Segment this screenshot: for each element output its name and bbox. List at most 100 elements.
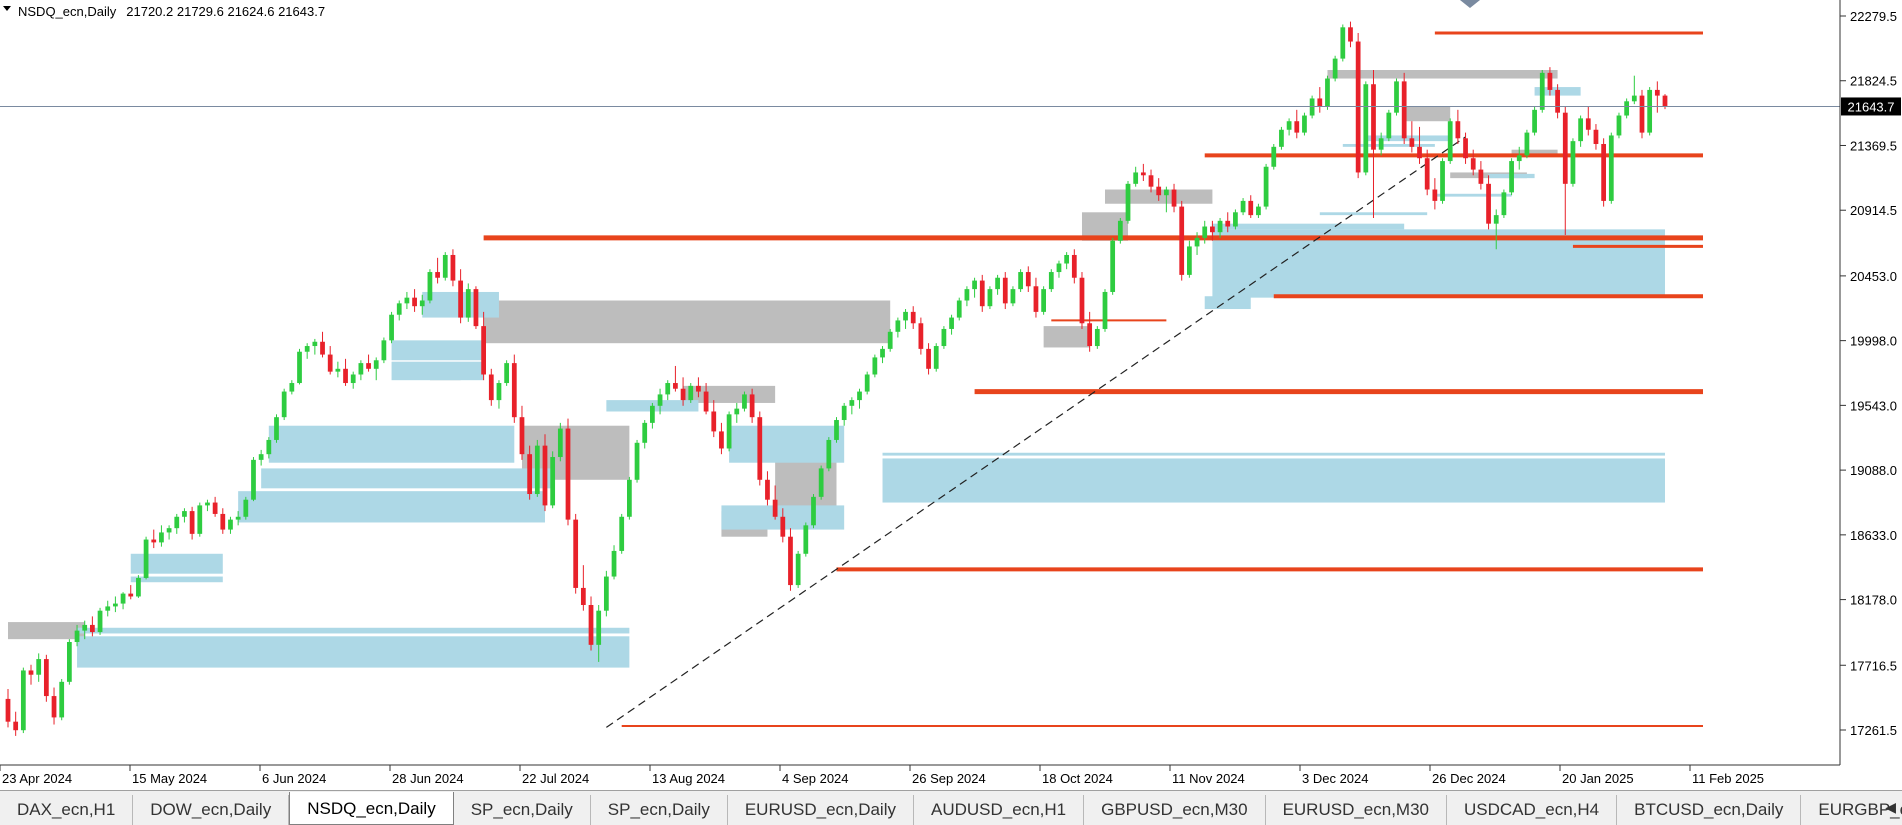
price-axis: 22279.5 21824.5 21369.5 20914.5 20453.0 19998… bbox=[1840, 9, 1897, 738]
candle-body bbox=[619, 516, 625, 551]
tab-label: SP_ecn,Daily bbox=[470, 800, 573, 819]
tab-eurusd-m30[interactable]: EURUSD_ecn,M30 bbox=[1266, 795, 1448, 825]
candle bbox=[1524, 129, 1530, 159]
candle-body bbox=[113, 603, 118, 607]
candle-body bbox=[673, 383, 678, 389]
candle bbox=[159, 525, 164, 547]
candle-body bbox=[1440, 161, 1445, 201]
tab-sp-daily-2[interactable]: SP_ecn,Daily bbox=[591, 795, 728, 825]
candle-body bbox=[320, 341, 325, 355]
tab-label: DAX_ecn,H1 bbox=[17, 800, 116, 819]
candle-body bbox=[20, 670, 26, 731]
candle-body bbox=[880, 348, 885, 358]
tab-sp-daily[interactable]: SP_ecn,Daily bbox=[454, 795, 591, 825]
candle bbox=[1386, 109, 1392, 142]
candle bbox=[488, 368, 494, 406]
candle-body bbox=[1133, 172, 1139, 184]
candle bbox=[703, 383, 709, 415]
demand-zone bbox=[1434, 193, 1512, 197]
candle-body bbox=[1140, 172, 1146, 176]
candle bbox=[757, 411, 763, 486]
symbol-menu-triangle-icon[interactable] bbox=[3, 6, 11, 11]
candle-body bbox=[1378, 138, 1384, 150]
candle bbox=[626, 476, 632, 520]
candle-body bbox=[933, 346, 939, 369]
candle-body bbox=[788, 536, 793, 586]
tab-gbpusd[interactable]: GBPUSD_ecn,M30 bbox=[1084, 795, 1266, 825]
candle bbox=[1501, 189, 1507, 218]
tab-label: AUDUSD_ecn,H1 bbox=[931, 800, 1067, 819]
price-chart[interactable]: 22279.5 21824.5 21369.5 20914.5 20453.0 19998… bbox=[0, 0, 1902, 790]
tab-scroll-left-icon[interactable]: ◀ bbox=[1885, 799, 1896, 815]
tab-dow[interactable]: DOW_ecn,Daily bbox=[133, 795, 290, 825]
time-tick-label: 18 Oct 2024 bbox=[1042, 771, 1113, 786]
candle bbox=[511, 354, 517, 423]
candle-body bbox=[834, 420, 839, 440]
candle-body bbox=[1401, 81, 1407, 139]
ohlc-text: 21720.2 21729.6 21624.6 21643.7 bbox=[126, 4, 325, 19]
tab-usdcad[interactable]: USDCAD_ecn,H4 bbox=[1447, 795, 1618, 825]
candle bbox=[235, 511, 241, 526]
candle bbox=[1371, 69, 1376, 218]
candle-body bbox=[304, 346, 310, 352]
candle-body bbox=[557, 428, 563, 458]
candle-body bbox=[826, 439, 832, 469]
demand-zone bbox=[130, 576, 223, 583]
candle bbox=[765, 471, 770, 506]
candle-body bbox=[696, 385, 701, 392]
candle-body bbox=[1386, 112, 1392, 139]
candle-body bbox=[189, 511, 195, 534]
candle bbox=[1064, 252, 1070, 270]
tab-label: USDCAD_ecn,H4 bbox=[1464, 800, 1600, 819]
current-price-marker: 21643.7 bbox=[1841, 97, 1901, 116]
price-tick-label: 18178.0 bbox=[1850, 593, 1897, 608]
candle bbox=[1302, 112, 1307, 136]
candle bbox=[1271, 143, 1277, 170]
candle-body bbox=[496, 383, 502, 401]
candle bbox=[320, 331, 325, 358]
candle-body bbox=[1639, 95, 1645, 133]
candle-body bbox=[811, 496, 816, 526]
candle-body bbox=[1156, 186, 1162, 196]
candle-body bbox=[534, 445, 540, 495]
candle-body bbox=[964, 289, 970, 301]
candle bbox=[51, 687, 57, 725]
candle bbox=[811, 494, 816, 529]
tab-eurgbp[interactable]: EURGBP_ecn,H1 bbox=[1801, 795, 1902, 825]
candle-body bbox=[335, 368, 341, 372]
candle bbox=[1447, 118, 1453, 164]
tab-eurusd-daily[interactable]: EURUSD_ecn,Daily bbox=[728, 795, 914, 825]
candle-body bbox=[926, 348, 931, 369]
candle-body bbox=[43, 659, 49, 697]
candle bbox=[1509, 158, 1514, 196]
tab-label: BTCUSD_ecn,Daily bbox=[1634, 800, 1784, 819]
supply-zone bbox=[8, 622, 85, 640]
candle bbox=[281, 388, 287, 421]
candle bbox=[588, 596, 594, 651]
candle-body bbox=[412, 297, 417, 307]
candle bbox=[1094, 326, 1100, 349]
candle bbox=[151, 529, 157, 549]
tab-audusd[interactable]: AUDUSD_ecn,H1 bbox=[914, 795, 1085, 825]
candle bbox=[205, 499, 210, 512]
candle bbox=[1340, 24, 1346, 62]
candle bbox=[1470, 149, 1476, 176]
candle bbox=[1279, 126, 1284, 150]
dashed-trendline[interactable] bbox=[606, 136, 1466, 728]
tab-nsdq[interactable]: NSDQ_ecn,Daily bbox=[289, 792, 454, 825]
candle-body bbox=[1279, 129, 1284, 147]
tab-dax[interactable]: DAX_ecn,H1 bbox=[0, 795, 134, 825]
candle-body bbox=[396, 303, 402, 315]
candle bbox=[197, 502, 203, 537]
candle bbox=[857, 388, 862, 409]
scroll-marker-icon[interactable] bbox=[1460, 0, 1480, 8]
candle-body bbox=[565, 428, 571, 520]
candle-body bbox=[1079, 277, 1085, 324]
candle bbox=[90, 616, 95, 637]
candle-body bbox=[166, 528, 172, 533]
tab-btcusd[interactable]: BTCUSD_ecn,Daily bbox=[1617, 795, 1802, 825]
candle-body bbox=[1125, 183, 1131, 221]
candle bbox=[1025, 266, 1031, 292]
candle bbox=[36, 653, 42, 682]
demand-zone bbox=[729, 425, 845, 463]
